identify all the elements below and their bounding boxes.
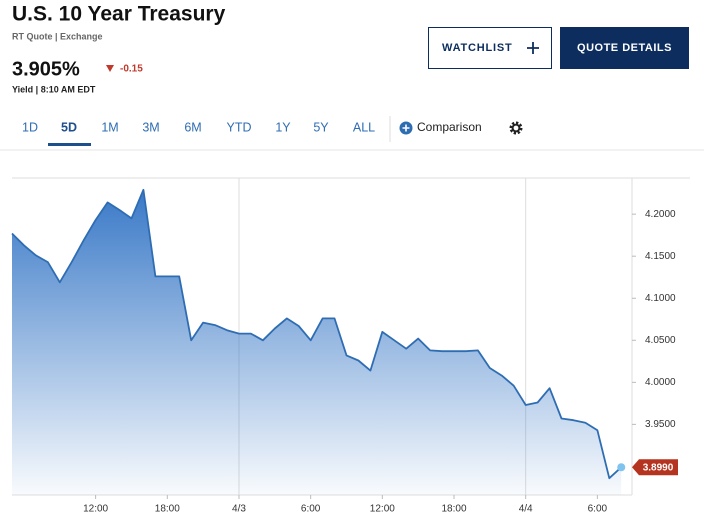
x-tick-label: 18:00 [441,504,466,515]
button-label: WATCHLIST [442,42,513,54]
y-tick-label: 3.9500 [645,419,676,430]
area-fill [12,189,622,496]
x-tick-label: 6:00 [588,504,608,515]
active-underline [48,143,91,146]
x-tick-label: 12:00 [83,504,108,515]
plus-icon [527,42,539,54]
y-tick-label: 4.0500 [645,335,676,346]
title: U.S. 10 Year Treasury [12,3,226,26]
button-frame [560,27,689,69]
last-value-label: 3.8990 [643,462,674,473]
chart: 12:00 18:00 4/3 6:00 12:00 18:00 4/4 6:00 3.9500… [11,177,690,515]
y-tick-label: 4.0000 [645,377,676,388]
quote-details-button[interactable]: QUOTE DETAILS [560,27,689,69]
range-tab[interactable]: ALL [353,120,375,134]
plus-icon [402,124,410,132]
source: RT Quote | Exchange [12,31,103,41]
comparison-button[interactable]: Comparison [399,120,482,135]
change: -0.15 [120,64,143,75]
settings-button[interactable] [509,121,523,135]
price: 3.905% [12,58,80,80]
range-tab[interactable]: YTD [227,120,252,134]
x-tick-label: 18:00 [155,504,180,515]
range-tabs: 1D 5D 1M 3M 6M YTD 1Y 5Y ALL [22,120,375,146]
x-tick-label: 4/4 [519,504,533,515]
price-line [11,188,622,480]
y-tick-label: 4.1000 [645,293,676,304]
y-tick-label: 4.1500 [645,251,676,262]
range-tab[interactable]: 1M [101,120,118,134]
yield-time: Yield | 8:10 AM EDT [12,84,96,94]
comparison-label: Comparison [417,120,482,134]
range-tab[interactable]: 6M [184,120,201,134]
x-tick-label: 6:00 [301,504,321,515]
range-tab[interactable]: 5Y [313,120,329,134]
y-tick-label: 4.2000 [645,209,676,220]
down-arrow [106,65,114,72]
button-label: QUOTE DETAILS [577,42,672,54]
last-point [617,463,626,472]
range-tab[interactable]: 5D [61,120,77,134]
range-tab[interactable]: 1Y [275,120,291,134]
last-value-tag [632,459,678,476]
watchlist-button[interactable]: WATCHLIST [428,27,552,69]
range-tab[interactable]: 3M [142,120,159,134]
gear-teeth [509,121,523,135]
x-tick-label: 12:00 [370,504,395,515]
range-tab[interactable]: 1D [22,120,38,134]
x-tick-label: 4/3 [232,504,246,515]
gear-icon [511,123,521,133]
